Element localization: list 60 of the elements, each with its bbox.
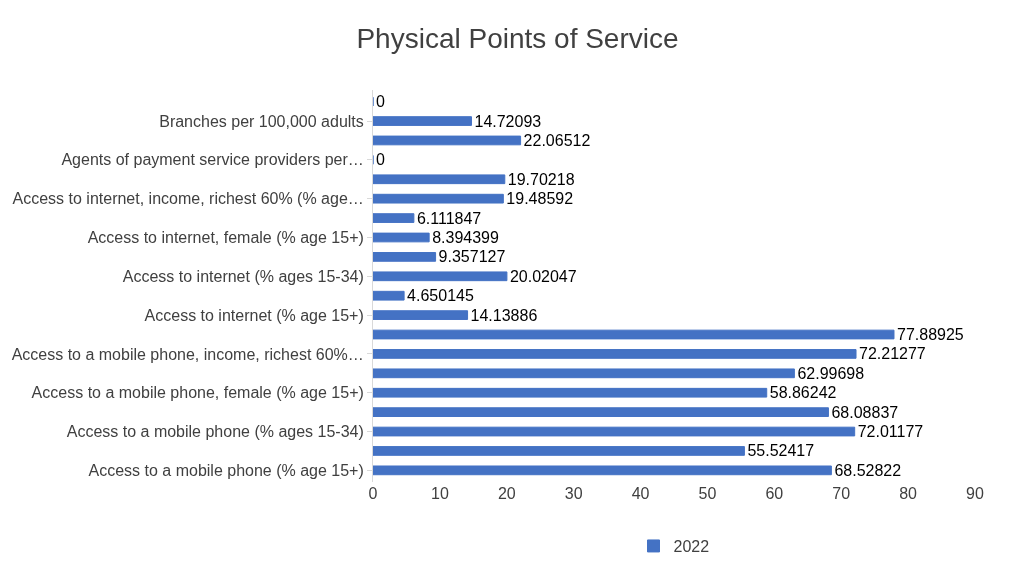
bar (373, 271, 508, 282)
bar (373, 407, 829, 417)
y-tick-label: Access to internet (% ages 15-34) (122, 267, 364, 285)
y-tick-label: Branches per 100,000 adults (159, 112, 364, 130)
data-label: 0 (376, 151, 385, 169)
y-tick-label: Access to internet, income, richest 60% (% age… (12, 190, 364, 208)
y-tick-label: Access to a mobile phone, income, richest 60%… (11, 345, 364, 363)
data-label: 58.86242 (769, 384, 837, 402)
x-tick-label: 50 (698, 485, 717, 502)
x-tick-label: 60 (765, 485, 784, 502)
bar (373, 116, 472, 126)
y-tick-label: Access to a mobile phone (% ages 15-34) (66, 423, 364, 441)
data-label: 22.06512 (523, 131, 591, 149)
data-label: 8.394399 (432, 228, 499, 246)
data-label: 14.72093 (474, 112, 542, 130)
y-tick-label: Agents of payment service providers per… (61, 151, 364, 169)
data-label: 0 (376, 93, 385, 111)
x-tick-label: 30 (564, 485, 583, 502)
data-label: 6.111847 (416, 209, 482, 227)
bar (373, 426, 856, 437)
bar (373, 387, 768, 398)
x-tick-label: 20 (497, 485, 516, 502)
bar (373, 329, 895, 340)
bar (373, 446, 745, 456)
chart-title: Physical Points of Service (356, 23, 679, 55)
bar (373, 465, 832, 476)
legend-label: 2022 (673, 538, 710, 556)
y-tick-label: Access to internet (% age 15+) (144, 306, 364, 324)
bar (373, 310, 469, 320)
bar (373, 135, 522, 146)
data-label: 20.02047 (509, 267, 577, 285)
bar (373, 193, 504, 204)
data-label: 19.70218 (507, 170, 575, 188)
data-label: 68.52822 (834, 461, 902, 479)
x-tick-label: 90 (966, 485, 984, 502)
bar (373, 174, 506, 185)
x-tick-label: 80 (899, 485, 918, 502)
bar (373, 232, 430, 243)
y-tick-label: Access to a mobile phone (% age 15+) (88, 461, 364, 479)
y-tick-label: Access to a mobile phone, female (% age 15+) (31, 384, 364, 402)
data-label: 55.52417 (747, 442, 815, 460)
bar (373, 349, 857, 359)
data-label: 9.357127 (438, 248, 506, 266)
x-tick-label: 0 (368, 485, 378, 502)
data-label: 72.21277 (859, 345, 926, 363)
y-tick-label: Access to internet, female (% age 15+) (87, 229, 364, 247)
data-label: 4.650145 (407, 287, 474, 305)
x-tick-label: 10 (430, 485, 449, 502)
data-label: 19.48592 (506, 190, 574, 208)
bar (373, 213, 415, 223)
data-label: 14.13886 (470, 306, 538, 324)
bar (373, 290, 405, 301)
data-label: 62.99698 (797, 364, 865, 382)
x-tick-label: 40 (631, 485, 650, 502)
bar (373, 368, 795, 379)
x-tick-label: 70 (832, 485, 851, 502)
bar (373, 252, 437, 262)
data-label: 77.88925 (896, 326, 964, 344)
data-label: 72.01177 (857, 423, 924, 441)
data-label: 68.08837 (831, 403, 899, 421)
